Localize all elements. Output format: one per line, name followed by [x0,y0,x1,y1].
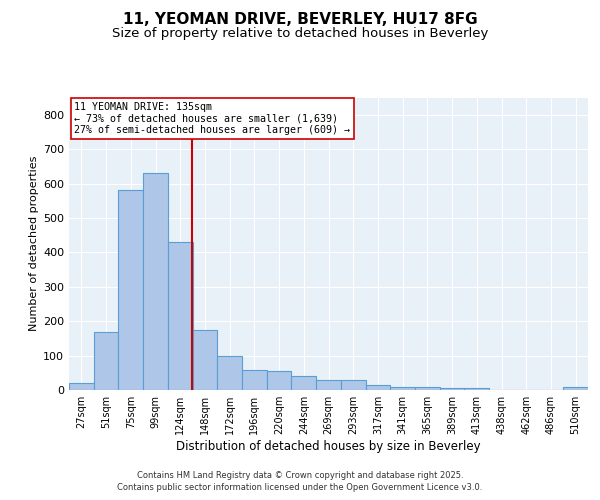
Bar [390,386,415,390]
Bar [242,370,267,390]
Bar [168,242,193,390]
Text: Contains HM Land Registry data © Crown copyright and database right 2025.: Contains HM Land Registry data © Crown c… [137,472,463,480]
Bar [143,173,168,390]
Bar [69,383,94,390]
Bar [563,386,588,390]
Bar [118,190,143,390]
Text: 11, YEOMAN DRIVE, BEVERLEY, HU17 8FG: 11, YEOMAN DRIVE, BEVERLEY, HU17 8FG [122,12,478,28]
Bar [415,386,440,390]
Bar [94,332,118,390]
Bar [267,371,292,390]
Bar [316,380,341,390]
Bar [217,356,242,390]
Bar [292,376,316,390]
Bar [464,388,489,390]
Bar [193,330,217,390]
Bar [341,380,365,390]
Bar [365,385,390,390]
Text: Contains public sector information licensed under the Open Government Licence v3: Contains public sector information licen… [118,482,482,492]
Y-axis label: Number of detached properties: Number of detached properties [29,156,39,332]
Text: 11 YEOMAN DRIVE: 135sqm
← 73% of detached houses are smaller (1,639)
27% of semi: 11 YEOMAN DRIVE: 135sqm ← 73% of detache… [74,102,350,135]
X-axis label: Distribution of detached houses by size in Beverley: Distribution of detached houses by size … [176,440,481,453]
Text: Size of property relative to detached houses in Beverley: Size of property relative to detached ho… [112,28,488,40]
Bar [440,388,464,390]
